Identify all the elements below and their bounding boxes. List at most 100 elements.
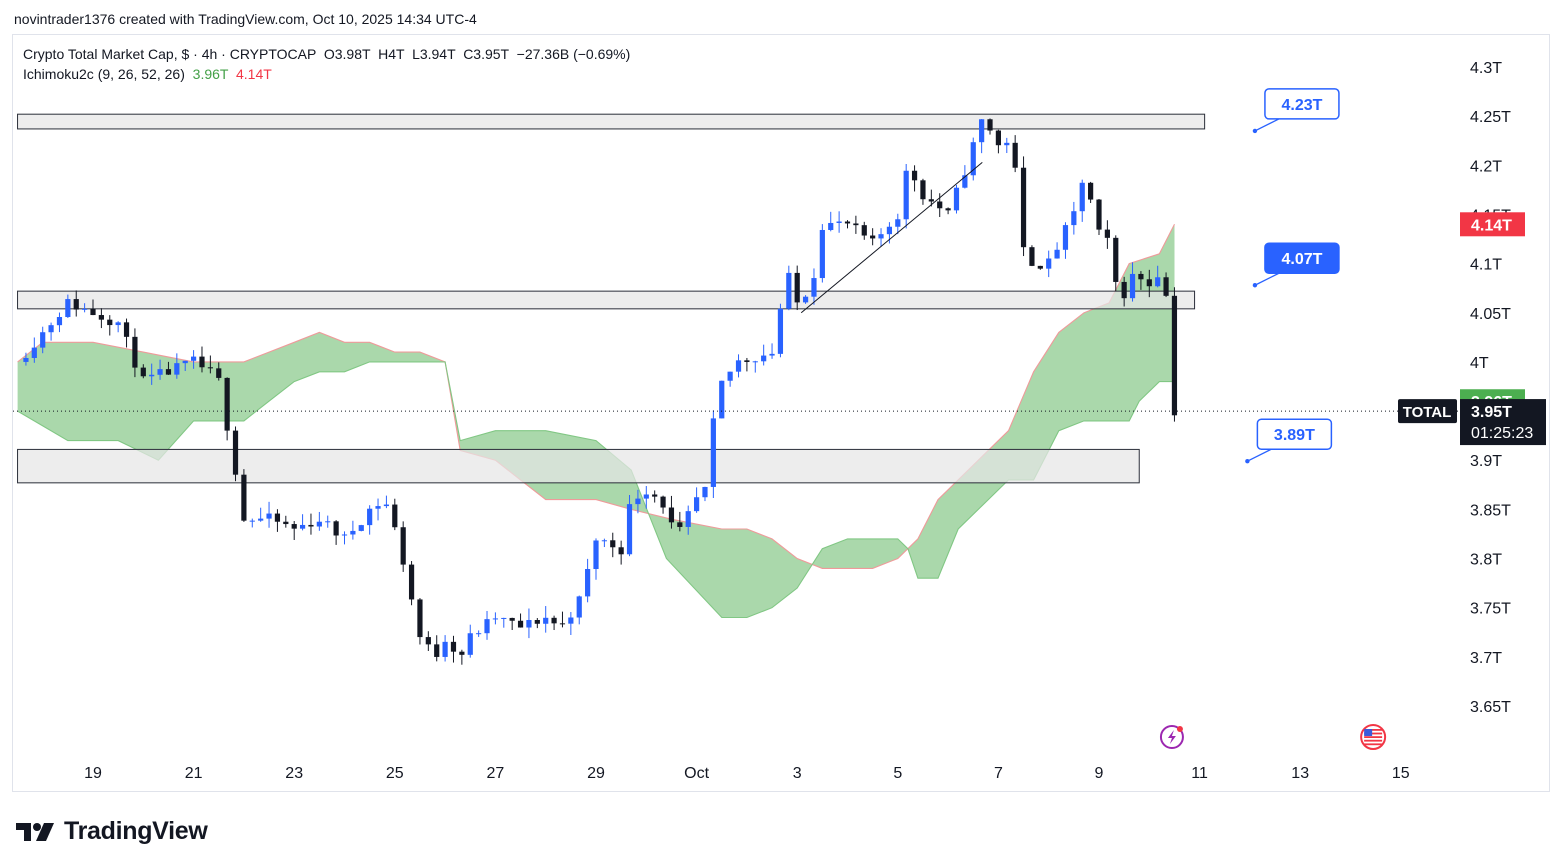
- legend-indicator-name[interactable]: Ichimoku2c (9, 26, 52, 26): [23, 66, 185, 82]
- x-tick-label: 23: [285, 765, 303, 782]
- candle: [702, 486, 708, 502]
- candle: [492, 612, 498, 625]
- candle: [274, 509, 281, 532]
- candle: [98, 308, 104, 329]
- candle-body: [90, 308, 96, 316]
- y-tick-label: 4.2T: [1470, 158, 1502, 175]
- candle-body: [635, 498, 641, 505]
- flag-stripe: [1364, 732, 1383, 735]
- flag-stripe: [1364, 743, 1383, 746]
- candle: [610, 532, 616, 558]
- candle-body: [56, 317, 63, 326]
- candle: [417, 598, 423, 645]
- candle-body: [1113, 237, 1119, 282]
- candle: [727, 371, 733, 387]
- us-flag-icon: [1360, 724, 1387, 750]
- symbol-tag: TOTAL: [1398, 399, 1457, 424]
- candle: [408, 561, 415, 606]
- candle-body: [928, 199, 934, 202]
- candle: [685, 505, 691, 535]
- candle-body: [165, 369, 172, 375]
- candle-body: [626, 504, 633, 555]
- candle-body: [107, 319, 113, 326]
- candle-body: [417, 599, 423, 638]
- candle-body: [174, 363, 180, 375]
- candle-body: [1029, 247, 1035, 266]
- candle: [694, 487, 700, 513]
- flag-stripe: [1364, 736, 1383, 738]
- candle: [710, 410, 716, 498]
- candle: [358, 524, 364, 532]
- candle-body: [878, 234, 884, 239]
- candle-body: [987, 119, 993, 131]
- candle: [585, 558, 591, 603]
- candle: [593, 538, 599, 580]
- candle-body: [794, 272, 800, 303]
- candle-body: [509, 617, 515, 621]
- candle-body: [199, 356, 205, 368]
- candle-body: [895, 219, 901, 227]
- candle-body: [1163, 277, 1169, 296]
- candle: [618, 540, 624, 565]
- candle-body: [752, 361, 758, 363]
- candle: [425, 631, 431, 651]
- tradingview-brand[interactable]: TradingView: [16, 817, 208, 846]
- y-tick-label: 3.65T: [1470, 699, 1511, 716]
- candle-body: [744, 360, 750, 362]
- candle: [794, 265, 800, 311]
- chart-panel[interactable]: [12, 34, 1550, 792]
- candle: [484, 610, 490, 640]
- candle: [517, 613, 524, 628]
- candle-body: [232, 430, 239, 475]
- x-tick-label: 25: [386, 765, 404, 782]
- candle: [945, 207, 951, 215]
- candle: [526, 608, 532, 639]
- candle: [467, 624, 473, 658]
- event-bolt-icon: [1159, 725, 1184, 749]
- badge-bg: [1460, 212, 1525, 237]
- candle-body: [903, 170, 909, 220]
- candle: [543, 606, 549, 633]
- candle-body: [1121, 281, 1127, 299]
- legend-symbol-row[interactable]: Crypto Total Market Cap, $ · 4h · CRYPTO…: [23, 46, 630, 62]
- candle: [1138, 271, 1144, 290]
- callout-anchor-dot: [1252, 283, 1258, 288]
- candle: [802, 295, 809, 304]
- candle: [316, 511, 322, 531]
- candle: [1104, 220, 1110, 249]
- callout-pointer: [1247, 448, 1272, 462]
- candle-body: [576, 596, 582, 618]
- candle: [1071, 201, 1077, 235]
- candle-body: [40, 332, 46, 348]
- candle-body: [911, 170, 918, 181]
- bolt-dot: [1176, 726, 1183, 732]
- candle-body: [853, 223, 859, 226]
- candle-body: [492, 618, 498, 620]
- candle-body: [1155, 277, 1161, 287]
- candle-body: [274, 513, 281, 522]
- candle: [1096, 199, 1102, 235]
- candle: [995, 129, 1001, 154]
- candle: [1163, 272, 1169, 298]
- y-tick-label: 3.7T: [1470, 650, 1502, 667]
- candle: [844, 220, 851, 229]
- candle: [258, 507, 264, 522]
- legend-indicator-row[interactable]: Ichimoku2c (9, 26, 52, 26) 3.96T 4.14T: [23, 66, 272, 82]
- candle-body: [367, 508, 373, 526]
- candle: [920, 178, 926, 205]
- candle-body: [358, 525, 364, 531]
- candle-body: [979, 119, 985, 143]
- candle: [107, 315, 113, 336]
- candle-body: [375, 506, 381, 509]
- candle-body: [870, 235, 876, 239]
- candle: [534, 618, 540, 629]
- candle-body: [316, 521, 322, 527]
- legend-symbol[interactable]: Crypto Total Market Cap, $ · 4h · CRYPTO…: [23, 46, 317, 62]
- candle-body: [132, 336, 138, 368]
- candle: [241, 469, 247, 522]
- candle: [735, 354, 742, 378]
- candle-body: [660, 496, 666, 508]
- candle-body: [48, 325, 54, 333]
- candle-body: [408, 564, 415, 600]
